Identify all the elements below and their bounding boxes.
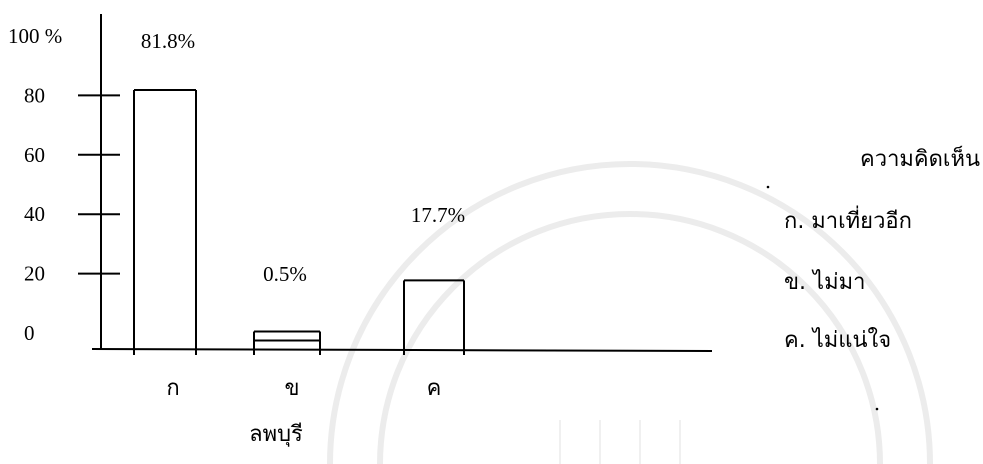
y-tick-label: 20 — [24, 262, 45, 286]
x-tick-label: ค — [427, 376, 442, 401]
data-label: 17.7% — [411, 203, 465, 227]
y-tick-label: 80 — [24, 83, 45, 107]
legend-item-2: ข. ไม่มา — [784, 269, 865, 295]
x-axis — [91, 348, 713, 352]
y-tick-label: 60 — [24, 143, 45, 167]
data-label: 0.5% — [263, 262, 307, 286]
legend-title: ความคิดเห็น — [860, 144, 980, 172]
legend-item-1: ก. มาเที่ยวอีก — [784, 205, 912, 234]
legend: ความคิดเห็น ก. มาเที่ยวอีก ข. ไม่มา ค. ไ… — [784, 144, 980, 353]
bars — [133, 89, 465, 355]
y-tick-label: 40 — [24, 202, 45, 226]
speck-2 — [875, 407, 879, 411]
legend-item-3: ค. ไม่แน่ใจ — [784, 327, 891, 353]
data-label: 81.8% — [141, 29, 195, 53]
x-tick-label: ข — [284, 376, 299, 401]
x-tick-label: ก — [166, 376, 179, 401]
watermark-lines — [559, 420, 681, 464]
data-labels: 81.8% 0.5% 17.7% — [141, 29, 465, 286]
y-axis-ticks: 100 % 80 60 40 20 0 — [8, 24, 120, 345]
watermark — [327, 161, 933, 464]
y-tick-label: 100 % — [8, 24, 62, 48]
x-axis-title: ลพบุรี — [249, 422, 303, 447]
y-tick-label: 0 — [24, 321, 35, 345]
speck-1 — [766, 185, 770, 189]
x-axis-labels: กขค — [166, 376, 441, 401]
